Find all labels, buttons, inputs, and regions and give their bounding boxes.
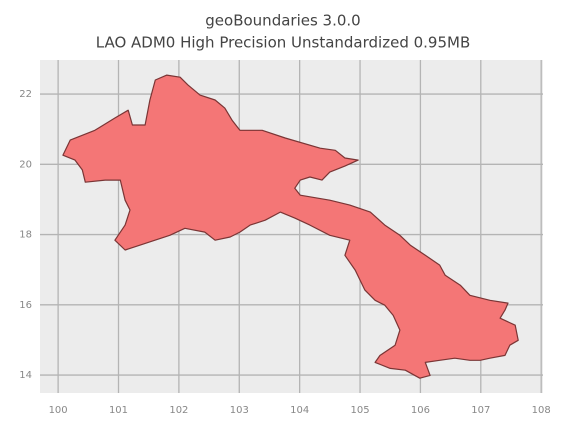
x-tick-label: 108 (532, 405, 551, 416)
y-tick-label: 14 (19, 370, 32, 381)
x-tick-label: 107 (471, 405, 490, 416)
chart-title: geoBoundaries 3.0.0 (205, 12, 360, 30)
y-tick-label: 20 (19, 159, 32, 170)
x-tick-label: 100 (49, 405, 68, 416)
x-tick-label: 105 (350, 405, 369, 416)
y-tick-label: 22 (19, 89, 32, 100)
chart-subtitle: LAO ADM0 High Precision Unstandardized 0… (96, 34, 471, 52)
x-tick-label: 104 (290, 405, 309, 416)
country-boundary (62, 74, 519, 379)
y-tick-label: 18 (19, 230, 32, 241)
x-tick-label: 103 (230, 405, 249, 416)
x-tick-label: 106 (411, 405, 430, 416)
y-tick-label: 16 (19, 300, 32, 311)
x-tick-label: 101 (109, 405, 128, 416)
x-tick-label: 102 (169, 405, 188, 416)
